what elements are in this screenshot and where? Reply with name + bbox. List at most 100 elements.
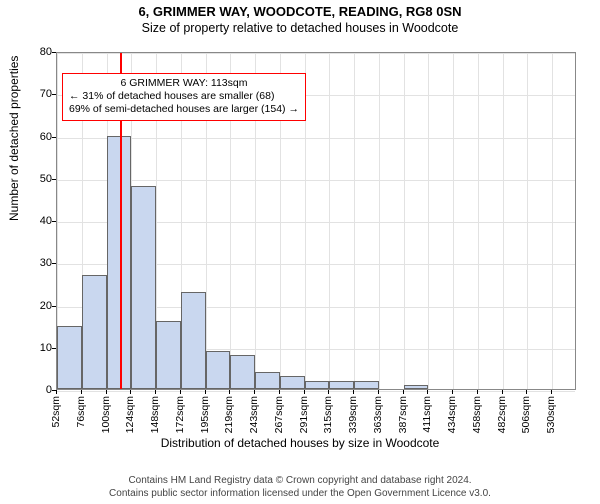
chart: Number of detached properties Distributi… — [0, 44, 600, 442]
gridline-vertical — [503, 53, 504, 389]
histogram-bar — [57, 326, 82, 389]
x-tick-mark — [254, 390, 255, 394]
histogram-bar — [404, 385, 429, 389]
y-tick-label: 10 — [22, 342, 52, 354]
page-subtitle: Size of property relative to detached ho… — [0, 21, 600, 35]
x-tick-mark — [81, 390, 82, 394]
gridline-vertical — [478, 53, 479, 389]
title-block: 6, GRIMMER WAY, WOODCOTE, READING, RG8 0… — [0, 4, 600, 35]
histogram-bar — [107, 136, 132, 390]
x-tick-label: 243sqm — [248, 396, 260, 433]
annotation-line: 6 GRIMMER WAY: 113sqm — [69, 77, 299, 90]
gridline-vertical — [552, 53, 553, 389]
x-tick-mark — [229, 390, 230, 394]
x-tick-mark — [378, 390, 379, 394]
histogram-bar — [255, 372, 280, 389]
x-tick-label: 148sqm — [149, 396, 161, 433]
y-tick-label: 70 — [22, 88, 52, 100]
y-tick-label: 40 — [22, 215, 52, 227]
y-tick-mark — [52, 179, 56, 180]
y-tick-label: 0 — [22, 384, 52, 396]
x-tick-mark — [328, 390, 329, 394]
histogram-bar — [305, 381, 330, 389]
x-tick-label: 172sqm — [174, 396, 186, 433]
x-tick-label: 124sqm — [124, 396, 136, 433]
y-tick-mark — [52, 52, 56, 53]
x-tick-label: 195sqm — [199, 396, 211, 433]
gridline-horizontal — [57, 180, 575, 181]
x-tick-mark — [205, 390, 206, 394]
y-tick-label: 20 — [22, 300, 52, 312]
x-tick-label: 76sqm — [75, 396, 87, 428]
x-tick-mark — [353, 390, 354, 394]
x-tick-label: 339sqm — [347, 396, 359, 433]
x-tick-label: 387sqm — [397, 396, 409, 433]
x-tick-mark — [279, 390, 280, 394]
x-tick-label: 100sqm — [100, 396, 112, 433]
x-tick-mark — [106, 390, 107, 394]
annotation-line: ← 31% of detached houses are smaller (68… — [69, 90, 299, 103]
x-tick-mark — [56, 390, 57, 394]
x-tick-label: 291sqm — [298, 396, 310, 433]
x-tick-label: 219sqm — [223, 396, 235, 433]
gridline-vertical — [527, 53, 528, 389]
gridline-vertical — [404, 53, 405, 389]
y-tick-mark — [52, 348, 56, 349]
annotation-box: 6 GRIMMER WAY: 113sqm← 31% of detached h… — [62, 73, 306, 120]
histogram-bar — [329, 381, 354, 389]
x-axis-title: Distribution of detached houses by size … — [0, 436, 600, 450]
y-tick-mark — [52, 137, 56, 138]
histogram-bar — [206, 351, 231, 389]
page-title: 6, GRIMMER WAY, WOODCOTE, READING, RG8 0… — [0, 4, 600, 19]
x-tick-label: 506sqm — [520, 396, 532, 433]
x-tick-mark — [304, 390, 305, 394]
x-tick-mark — [477, 390, 478, 394]
gridline-horizontal — [57, 138, 575, 139]
x-tick-mark — [155, 390, 156, 394]
x-tick-mark — [427, 390, 428, 394]
y-tick-label: 50 — [22, 173, 52, 185]
y-tick-mark — [52, 306, 56, 307]
y-tick-mark — [52, 221, 56, 222]
attribution: Contains HM Land Registry data © Crown c… — [0, 474, 600, 500]
x-tick-label: 315sqm — [322, 396, 334, 433]
x-tick-mark — [130, 390, 131, 394]
histogram-bar — [156, 321, 181, 389]
gridline-horizontal — [57, 53, 575, 54]
x-tick-mark — [403, 390, 404, 394]
x-tick-label: 363sqm — [372, 396, 384, 433]
histogram-bar — [280, 376, 305, 389]
gridline-vertical — [453, 53, 454, 389]
x-tick-mark — [551, 390, 552, 394]
histogram-bar — [230, 355, 255, 389]
gridline-vertical — [428, 53, 429, 389]
y-tick-label: 60 — [22, 131, 52, 143]
y-tick-mark — [52, 94, 56, 95]
x-tick-label: 52sqm — [50, 396, 62, 428]
y-axis-title: Number of detached properties — [7, 56, 21, 221]
x-tick-label: 482sqm — [496, 396, 508, 433]
attribution-line: Contains HM Land Registry data © Crown c… — [0, 474, 600, 487]
x-tick-mark — [180, 390, 181, 394]
x-tick-label: 434sqm — [446, 396, 458, 433]
attribution-line: Contains public sector information licen… — [0, 487, 600, 500]
x-tick-mark — [526, 390, 527, 394]
gridline-vertical — [329, 53, 330, 389]
gridline-vertical — [379, 53, 380, 389]
x-tick-mark — [452, 390, 453, 394]
histogram-bar — [131, 186, 156, 389]
histogram-bar — [354, 381, 379, 389]
y-tick-label: 30 — [22, 257, 52, 269]
x-tick-mark — [502, 390, 503, 394]
histogram-bar — [82, 275, 107, 389]
gridline-horizontal — [57, 391, 575, 392]
x-tick-label: 458sqm — [471, 396, 483, 433]
gridline-vertical — [354, 53, 355, 389]
x-tick-label: 530sqm — [545, 396, 557, 433]
y-tick-mark — [52, 263, 56, 264]
x-tick-label: 267sqm — [273, 396, 285, 433]
y-tick-label: 80 — [22, 46, 52, 58]
histogram-bar — [181, 292, 206, 389]
x-tick-label: 411sqm — [421, 396, 433, 433]
annotation-line: 69% of semi-detached houses are larger (… — [69, 103, 299, 116]
